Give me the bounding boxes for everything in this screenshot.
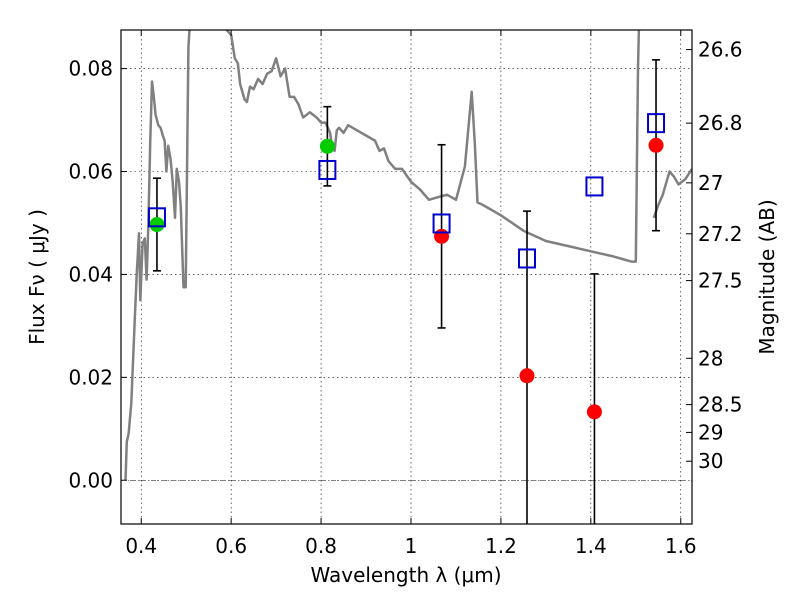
plot-area <box>124 30 692 524</box>
x-tick-label: 1 <box>405 534 418 558</box>
plot-frame <box>120 29 693 525</box>
right-tick-label: 27 <box>698 171 723 195</box>
sed-model-line-tail <box>652 168 692 219</box>
x-tick-label: 0.6 <box>215 534 247 558</box>
y-tick-label: 0.02 <box>68 365 113 389</box>
x-tick-label: 1.2 <box>485 534 517 558</box>
green-data-point <box>149 217 165 233</box>
model-square-marker <box>432 213 451 234</box>
y-axis-right-title: Magnitude (AB) <box>755 199 779 354</box>
y-axis-title: Flux Fν ( μJy ) <box>25 209 49 345</box>
right-tick-label: 26.6 <box>698 38 743 62</box>
x-tick-label: 1.6 <box>665 534 697 558</box>
model-square-marker <box>318 159 337 180</box>
x-tick-label: 0.4 <box>125 534 157 558</box>
model-square-marker <box>147 207 166 228</box>
x-tick-label: 0.8 <box>305 534 337 558</box>
right-tick-label: 27.5 <box>698 269 743 293</box>
x-axis-title: Wavelength λ (μm) <box>310 563 501 587</box>
model-square-marker <box>585 176 604 197</box>
right-tick-label: 29 <box>698 420 723 444</box>
right-tick-label: 28 <box>698 346 723 370</box>
y-tick-label: 0.06 <box>68 160 113 184</box>
green-data-point <box>319 138 335 154</box>
right-tick-label: 27.2 <box>698 222 743 246</box>
axes: 0.4 0.6 0.8 1 1.2 1.4 1.6 0.00 0.02 0.04 0.06 0.08 2… <box>68 30 743 558</box>
sed-model-line <box>124 30 641 481</box>
y-tick-label: 0.00 <box>68 468 113 492</box>
right-tick-label: 26.8 <box>698 111 743 135</box>
red-data-point <box>434 228 450 244</box>
model-square-marker <box>517 248 536 269</box>
red-data-point <box>648 137 664 153</box>
red-data-point <box>519 368 535 384</box>
y-tick-label: 0.08 <box>68 57 113 81</box>
red-data-point <box>586 404 602 420</box>
model-square-marker <box>647 113 666 134</box>
x-tick-label: 1.4 <box>575 534 607 558</box>
right-tick-label: 30 <box>698 449 723 473</box>
y-tick-label: 0.04 <box>68 262 113 286</box>
grid <box>121 30 692 524</box>
right-tick-label: 28.5 <box>698 393 743 417</box>
